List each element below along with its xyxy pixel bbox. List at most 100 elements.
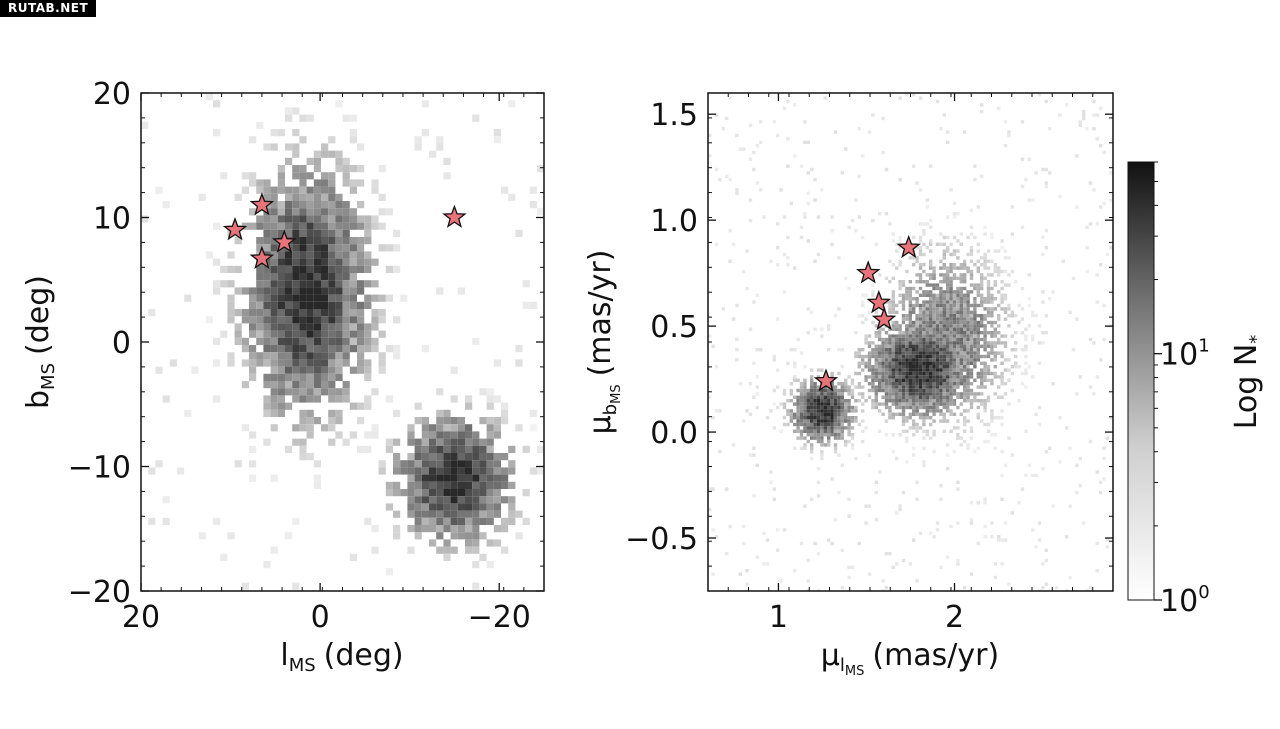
heatmap-cell (956, 300, 960, 304)
heatmap-cell (837, 405, 841, 410)
colorbar-label: Log N* (1229, 335, 1267, 430)
heatmap-cell (888, 344, 892, 348)
heatmap-cell (810, 375, 814, 379)
heatmap-cell (915, 303, 919, 308)
heatmap-cell (993, 320, 997, 325)
heatmap-cell (755, 293, 759, 297)
heatmap-cell (915, 426, 919, 430)
heatmap-cell (939, 354, 943, 359)
heatmap-cell (888, 361, 892, 365)
heatmap-cell (364, 345, 372, 353)
heatmap-cell (881, 385, 885, 389)
heatmap-cell (421, 438, 429, 446)
heatmap-cell (963, 276, 967, 280)
heatmap-cell (969, 429, 974, 433)
heatmap-cell (385, 438, 393, 446)
heatmap-cell (867, 395, 872, 399)
heatmap-cell (946, 273, 950, 277)
heatmap-cell (908, 300, 912, 304)
heatmap-cell (321, 273, 329, 281)
heatmap-cell (901, 334, 906, 338)
heatmap-cell (816, 399, 821, 403)
heatmap-cell (714, 242, 719, 246)
heatmap-cell (997, 538, 1001, 542)
heatmap-cell (980, 368, 984, 372)
heatmap-cell (806, 307, 810, 311)
heatmap-cell (328, 244, 336, 252)
heatmap-cell (335, 201, 343, 209)
heatmap-cell (1109, 198, 1113, 202)
heatmap-cell (891, 341, 895, 345)
heatmap-cell (371, 525, 379, 533)
heatmap-cell (888, 341, 892, 345)
heatmap-cell (457, 481, 465, 489)
heatmap-cell (1095, 222, 1099, 226)
heatmap-cell (946, 344, 950, 348)
heatmap-cell (912, 320, 916, 325)
heatmap-cell (820, 443, 824, 447)
heatmap-cell (874, 399, 878, 403)
heatmap-cell (922, 290, 926, 294)
heatmap-cell (912, 385, 916, 389)
heatmap-cell (986, 371, 991, 376)
heatmap-cell (823, 409, 827, 413)
heatmap-cell (918, 348, 923, 352)
heatmap-cell (959, 337, 963, 342)
heatmap-cell (299, 186, 307, 194)
heatmap-cell (935, 368, 940, 372)
heatmap-cell (429, 496, 437, 504)
heatmap-cell (827, 348, 831, 352)
heatmap-cell (912, 426, 916, 430)
heatmap-cell (905, 290, 909, 294)
heatmap-cell (529, 409, 537, 417)
heatmap-cell (956, 249, 960, 253)
heatmap-cell (708, 395, 712, 399)
heatmap-cell (925, 392, 929, 396)
heatmap-cell (969, 320, 974, 325)
heatmap-cell (810, 497, 814, 501)
heatmap-cell (813, 416, 817, 420)
heatmap-cell (465, 402, 473, 410)
heatmap-cell (929, 395, 933, 399)
heatmap-cell (952, 290, 957, 294)
heatmap-cell (270, 251, 278, 259)
heatmap-cell (867, 354, 872, 359)
heatmap-cell (769, 409, 773, 413)
heatmap-cell (986, 399, 991, 403)
heatmap-cell (1044, 167, 1048, 172)
heatmap-cell (270, 273, 278, 281)
heatmap-cell (393, 345, 401, 353)
heatmap-cell (241, 309, 249, 317)
heatmap-cell (983, 314, 987, 318)
heatmap-cell (922, 371, 926, 376)
heatmap-cell (493, 453, 501, 461)
heatmap-cell (942, 273, 946, 277)
heatmap-cell (306, 265, 314, 273)
heatmap-cell (976, 290, 980, 294)
heatmap-cell (277, 337, 285, 345)
heatmap-cell (263, 186, 271, 194)
heatmap-cell (306, 193, 314, 201)
heatmap-cell (929, 422, 933, 427)
heatmap-cell (313, 481, 321, 489)
heatmap-cell (515, 510, 523, 518)
heatmap-cell (1010, 365, 1014, 369)
heatmap-cell (436, 496, 444, 504)
heatmap-cell (915, 405, 919, 410)
heatmap-cell (912, 337, 916, 342)
heatmap-cell (837, 371, 841, 376)
heatmap-cell (959, 395, 963, 399)
heatmap-cell (840, 402, 844, 406)
heatmap-cell (493, 510, 501, 518)
heatmap-cell (277, 395, 285, 403)
heatmap-cell (980, 361, 984, 365)
heatmap-cell (799, 235, 804, 240)
heatmap-cell (878, 273, 882, 277)
heatmap-cell (878, 212, 882, 216)
heatmap-cell (857, 392, 861, 396)
heatmap-cell (932, 307, 936, 311)
heatmap-cell (915, 497, 919, 501)
heatmap-cell (414, 136, 422, 144)
heatmap-cell (328, 229, 336, 237)
heatmap-cell (956, 239, 960, 243)
